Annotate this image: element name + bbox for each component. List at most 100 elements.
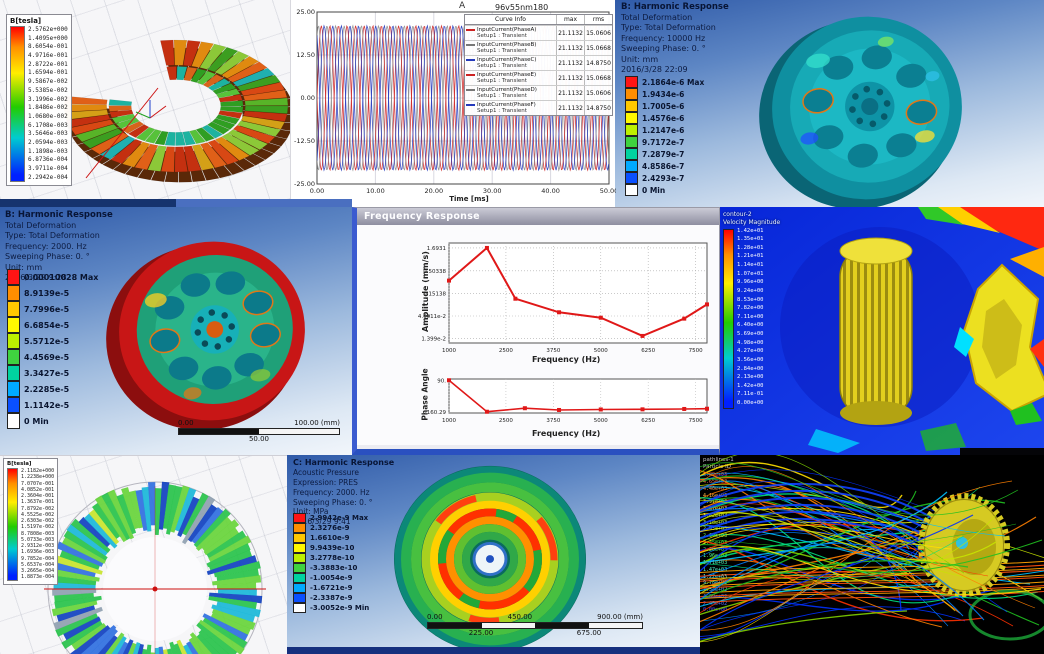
curve-name: InputCurrent(PhaseC) — [477, 57, 537, 63]
velocity-legend: contour-2 Velocity Magnitude 1.42e+01 1.3… — [723, 211, 780, 409]
legend-value: 3.1996e-002 — [28, 95, 68, 103]
curve-rms-value: 14.8750 — [584, 101, 612, 115]
legend-row: -1.0054e-9 — [293, 573, 369, 583]
legend-value: 1.21e+01 — [737, 253, 764, 260]
wheel-graphic — [759, 16, 962, 207]
legend-swatch — [7, 365, 20, 381]
legend-swatch — [625, 172, 638, 184]
legend-value: 1.2147e-6 — [642, 125, 685, 135]
legend-header: pathlines-1 Particle ID — [703, 457, 734, 471]
amplitude-x-axis-label: Frequency (Hz) — [532, 355, 601, 364]
ruler-bottom-labels: 225.00 675.00 — [427, 629, 643, 637]
svg-text:-12.50: -12.50 — [294, 137, 315, 145]
curve-setup: Setup1 : Transient — [477, 33, 527, 39]
result-title: C: Harmonic Response — [293, 458, 395, 467]
curve-name: InputCurrent(PhaseB) — [477, 42, 537, 48]
svg-text:20.00: 20.00 — [424, 187, 443, 195]
svg-text:1.399e-2: 1.399e-2 — [421, 336, 446, 342]
legend-title: B[tesla] — [7, 461, 32, 467]
curve-color-dash — [466, 59, 475, 61]
legend-value: 3.5646e-003 — [28, 130, 68, 138]
deformation-legend[interactable]: 0.00010028 Max 8.9139e-5 7.7996e-5 6.6854e-… — [7, 269, 98, 429]
legend-value: 5.5385e-002 — [28, 86, 68, 94]
legend-values: 2.1182e+000 1.2238e+000 7.0707e-001 4.0852e… — [21, 468, 54, 581]
panel-velocity-contour: contour-2 Velocity Magnitude 1.42e+01 1.3… — [720, 207, 1044, 455]
result-info-block: B: Harmonic Response Total Deformation Ty… — [621, 2, 729, 75]
legend-value: 7.11e-01 — [737, 391, 764, 398]
legend-colorbar — [723, 228, 734, 409]
legend-swatch — [293, 513, 306, 523]
legend-value: 1.6936e-003 — [21, 549, 55, 556]
legend-swatch — [293, 573, 306, 583]
legend-value: -1.6721e-9 — [310, 584, 353, 592]
panel-pathlines: pathlines-1 Particle ID 4.89e+03 4.65e+03… — [700, 455, 1044, 654]
legend-row: 0.00010028 Max — [7, 269, 98, 285]
result-info-line: Unit: mm — [5, 262, 43, 272]
curve-name-cell: InputCurrent(PhaseF) Setup1 : Transient — [465, 101, 556, 115]
legend-swatch — [7, 317, 20, 333]
legend-values: 1.42e+01 1.35e+01 1.28e+01 1.21e+01 1.14e+01… — [737, 228, 764, 407]
legend-swatch — [293, 533, 306, 543]
amplitude-chart-canvas[interactable]: 1000 2500 3750 5000 6250 7500 1.6931 0.50338 0.1… — [357, 225, 717, 373]
header-curve-info: Curve Info — [495, 16, 526, 23]
phase-chart-canvas[interactable]: 1000 2500 3750 5000 6250 7500 90. -160.29 — [357, 371, 717, 429]
amplitude-axis-label: Amplitude (mm/s) — [420, 251, 430, 332]
svg-text:4.6011e-2: 4.6011e-2 — [418, 314, 446, 320]
legend-body: 1.42e+01 1.35e+01 1.28e+01 1.21e+01 1.14e+01… — [723, 228, 780, 409]
legend-value: 1.2238e+000 — [21, 474, 55, 481]
legend-row: 9.9439e-10 — [293, 543, 369, 553]
result-info-lines: Total Deformation Type: Total Deformation… — [621, 13, 729, 75]
legend-value: 2.69e+03 — [703, 533, 728, 540]
legend-value: 1.9434e-6 — [642, 89, 685, 99]
svg-text:1000: 1000 — [442, 418, 456, 424]
legend-value: 4.89e+02 — [703, 593, 728, 600]
legend-value: 1.28e+01 — [737, 244, 764, 251]
legend-value: -3.0052e-9 Min — [310, 604, 370, 612]
legend-value: 9.96e+00 — [737, 279, 764, 286]
legend-value: 1.6610e-9 — [310, 534, 350, 542]
legend-row: 1.7005e-6 — [625, 100, 704, 112]
legend-value: 2.2285e-5 — [24, 384, 70, 394]
curve-max-value: 21.1132 — [556, 86, 584, 100]
streamlines-graphic — [700, 455, 1044, 643]
wheel-graphic — [106, 241, 305, 431]
legend-row: 2.1864e-6 Max — [625, 76, 704, 88]
legend-row: 4.4569e-5 — [7, 349, 98, 365]
legend-row: 7.7996e-5 — [7, 301, 98, 317]
pressure-legend[interactable]: 2.9942e-9 Max 2.3276e-9 1.6610e-9 9.9439e-1… — [293, 513, 369, 613]
legend-value: 2.4293e-7 — [642, 173, 685, 183]
legend-swatch — [293, 523, 306, 533]
legend-quantity: Velocity Magnitude — [723, 218, 781, 226]
legend-value: 8.6054e-001 — [28, 43, 68, 51]
b-field-legend: B[tesla] 2.5762e+000 1.4095e+000 8.6054e-0… — [6, 14, 72, 187]
curve-name-cell: InputCurrent(PhaseB) Setup1 : Transient — [465, 41, 556, 55]
panel-harmonic-wheel-10000hz: B: Harmonic Response Total Deformation Ty… — [615, 0, 1044, 207]
legend-swatch — [7, 349, 20, 365]
result-info-line: Acoustic Pressure — [293, 468, 359, 478]
deformation-legend[interactable]: 2.1864e-6 Max 1.9434e-6 1.7005e-6 1.4576e-6… — [625, 76, 704, 196]
result-info-line: Frequency: 2000. Hz — [293, 487, 370, 497]
legend-value: 2.9312e-003 — [21, 543, 55, 549]
legend-value: 2.3604e-001 — [21, 493, 55, 499]
window-titlebar[interactable]: Frequency Response — [357, 208, 719, 225]
panel-harmonic-wheel-2000hz: B: Harmonic Response Total Deformation Ty… — [0, 207, 352, 455]
result-info-line: 2016/3/29 9:41 — [293, 517, 351, 527]
legend-value: 1.8873e-004 — [21, 574, 55, 581]
legend-swatch — [293, 603, 306, 613]
curve-name-line: InputCurrent(PhaseC) — [466, 57, 555, 63]
svg-text:0.00: 0.00 — [310, 187, 324, 195]
legend-value: 2.2942e-004 — [28, 173, 68, 181]
legend-row: 3.2778e-10 — [293, 553, 369, 563]
curve-rms-value: 15.0606 — [584, 26, 612, 40]
ruler-mid: 50.00 — [248, 435, 270, 443]
legend-row: 1.6610e-9 — [293, 533, 369, 543]
legend-swatch — [625, 136, 638, 148]
legend-quantity: Particle ID — [703, 464, 731, 471]
window-body: Amplitude (mm/s) 1000 2500 3750 5000 6250 750… — [357, 225, 719, 445]
legend-value: 1.07e+01 — [737, 270, 764, 277]
ruler-top-labels: 0.00 100.00 (mm) — [178, 419, 340, 427]
legend-value: 6.8736e-004 — [28, 156, 68, 164]
curve-setup: Setup1 : Transient — [477, 63, 527, 69]
panel-acoustic-pressure: C: Harmonic Response Acoustic Pressure Ex… — [287, 455, 700, 654]
